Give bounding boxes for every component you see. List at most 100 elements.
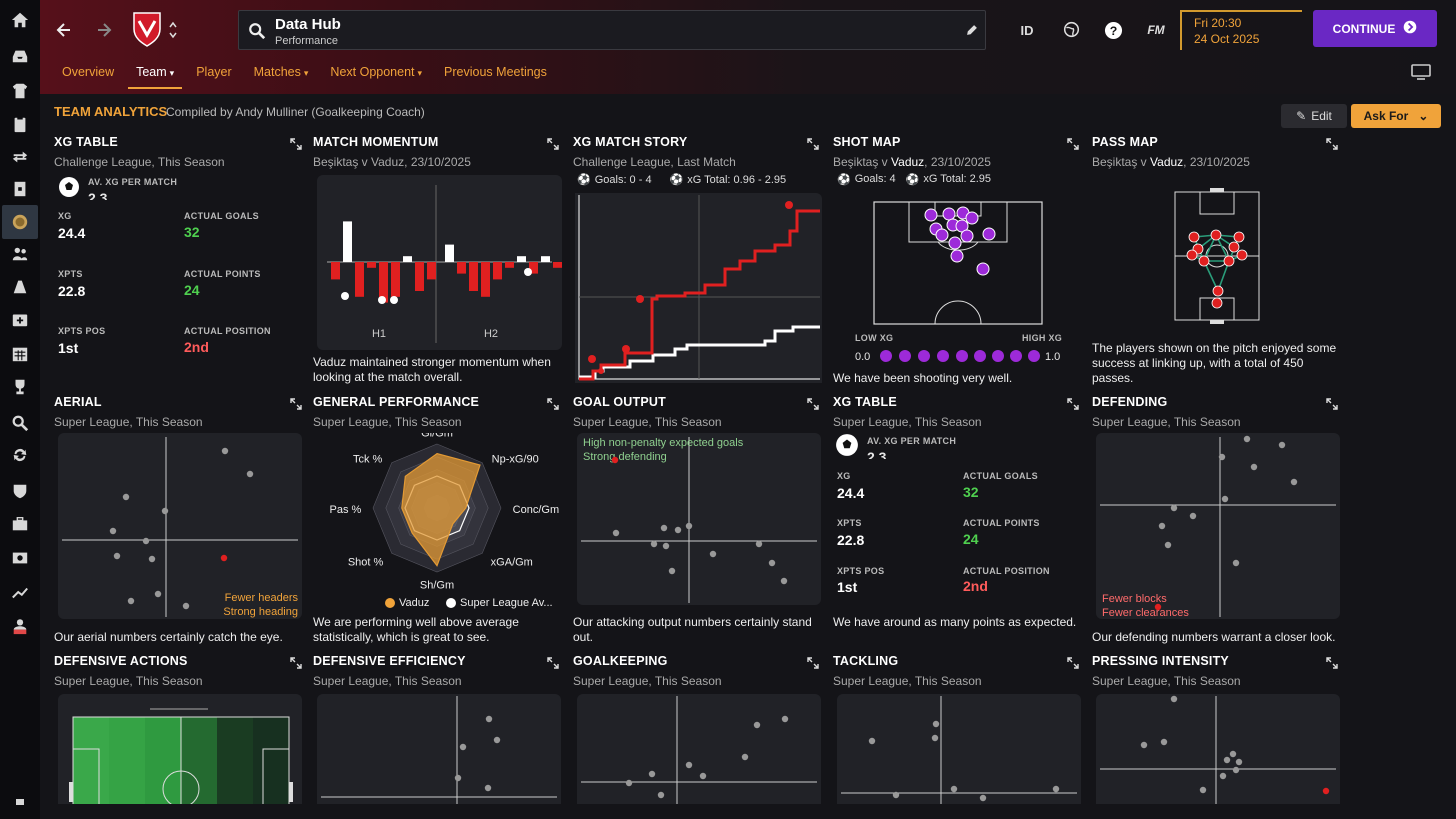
goal-marker — [622, 345, 630, 353]
card-title: MATCH MOMENTUM — [313, 135, 439, 149]
u21-icon[interactable] — [8, 615, 32, 637]
trend-icon[interactable] — [8, 582, 32, 604]
card-title: GENERAL PERFORMANCE — [313, 395, 480, 409]
expand-icon[interactable] — [290, 397, 302, 410]
momentum-bar — [391, 262, 400, 297]
team-points — [625, 715, 789, 799]
shot-map-sub-team: Vaduz — [891, 155, 925, 169]
center-circle — [934, 300, 982, 325]
xg-scale — [879, 349, 1043, 363]
radar-axis-label: Pas % — [330, 504, 362, 516]
shot-marker — [924, 208, 938, 222]
transfer-icon[interactable] — [8, 146, 32, 168]
tactics-icon[interactable] — [8, 178, 32, 200]
ask-for-button[interactable]: Ask For ⌄ — [1351, 104, 1441, 128]
expand-icon[interactable] — [547, 656, 559, 669]
finances-icon[interactable] — [8, 547, 32, 569]
briefcase-icon[interactable] — [8, 513, 32, 535]
id-button[interactable]: ID — [1020, 22, 1034, 38]
expand-icon[interactable] — [807, 397, 819, 410]
expand-icon[interactable] — [547, 397, 559, 410]
monitor-icon[interactable] — [1411, 64, 1431, 80]
card-subtitle: Super League, This Season — [573, 415, 722, 429]
expand-icon[interactable] — [807, 137, 819, 150]
globe-icon[interactable] — [1060, 18, 1082, 40]
search-input[interactable]: Data Hub Performance — [238, 10, 986, 50]
pencil-icon: ✎ — [1296, 109, 1307, 123]
tab-player-label: Player — [196, 65, 232, 79]
expand-icon[interactable] — [1067, 137, 1079, 150]
edit-button[interactable]: ✎ Edit — [1281, 104, 1347, 128]
expand-icon[interactable] — [1067, 397, 1079, 410]
expand-icon[interactable] — [1067, 656, 1079, 669]
team-point — [709, 550, 717, 558]
team-point — [246, 470, 254, 478]
shot-map-sub-pre: Beşiktaş v — [833, 155, 892, 169]
pencil-icon[interactable] — [962, 20, 982, 40]
help-icon[interactable]: ? — [1102, 19, 1124, 41]
expand-icon[interactable] — [807, 656, 819, 669]
inbox-icon[interactable] — [8, 45, 32, 67]
tab-next-opponent[interactable]: Next Opponent ▾ — [322, 62, 430, 89]
team-point — [1189, 512, 1197, 520]
scale-marker — [992, 350, 1004, 362]
training-icon[interactable] — [8, 275, 32, 297]
radar-chart: Gl/Gm Np-xG/90 Conc/Gm xGA/Gm Sh/Gm Shot % Pas… — [313, 427, 563, 593]
home-icon[interactable] — [8, 9, 32, 31]
expand-icon[interactable] — [1326, 397, 1338, 410]
fm-button[interactable]: FM — [1147, 23, 1165, 37]
momentum-bar — [505, 262, 514, 268]
trophy-icon[interactable] — [8, 376, 32, 398]
pass-map-pitch — [1174, 187, 1260, 325]
edit-label: Edit — [1311, 109, 1332, 123]
team-point — [741, 753, 749, 761]
club-switch-icon[interactable] — [166, 16, 180, 44]
tab-previous-meetings-label: Previous Meetings — [444, 65, 547, 79]
team-point — [1052, 785, 1060, 793]
card-subtitle: Super League, This Season — [833, 674, 982, 688]
card-title: PRESSING INTENSITY — [1092, 654, 1229, 668]
radar-svg: Gl/Gm Np-xG/90 Conc/Gm xGA/Gm Sh/Gm Shot % Pas… — [330, 427, 560, 591]
back-arrow-icon[interactable] — [52, 16, 76, 44]
date-display[interactable]: Fri 20:30 24 Oct 2025 — [1180, 10, 1302, 50]
data-hub-icon[interactable] — [2, 205, 38, 239]
continue-button[interactable]: CONTINUE — [1313, 10, 1437, 47]
expand-icon[interactable] — [290, 656, 302, 669]
goal-left — [69, 782, 73, 802]
pressing-scatter — [1096, 694, 1340, 804]
team-point — [668, 567, 676, 575]
expand-icon[interactable] — [290, 137, 302, 150]
expand-icon[interactable] — [1326, 656, 1338, 669]
team-point — [755, 540, 763, 548]
zone — [253, 717, 289, 804]
tab-player[interactable]: Player — [188, 62, 239, 89]
pass-map-sub-post: , 23/10/2025 — [1183, 155, 1250, 169]
club-icon[interactable] — [8, 480, 32, 502]
tab-team[interactable]: Team ▾ — [128, 62, 183, 89]
scouting-icon[interactable] — [8, 412, 32, 434]
momentum-bar — [427, 262, 436, 280]
collapse-icon[interactable] — [8, 795, 32, 809]
h2-label: H2 — [484, 328, 498, 340]
xg-scale-svg — [880, 350, 1040, 362]
tab-previous-meetings[interactable]: Previous Meetings — [436, 62, 555, 89]
refresh-icon[interactable] — [8, 444, 32, 466]
shot-marker — [976, 262, 990, 276]
chevron-down-icon: ⌄ — [1418, 109, 1429, 123]
card-match-momentum: MATCH MOMENTUM Beşiktaş v Vaduz, 23/10/2… — [313, 135, 563, 390]
tab-matches[interactable]: Matches ▾ — [246, 62, 317, 89]
expand-icon[interactable] — [547, 137, 559, 150]
medical-icon[interactable] — [8, 308, 32, 330]
schedule-icon[interactable] — [8, 343, 32, 365]
clipboard-icon[interactable] — [8, 113, 32, 135]
defending-scatter: Fewer blocks Fewer clearances — [1096, 433, 1340, 619]
team-point — [122, 493, 130, 501]
expand-icon[interactable] — [1326, 137, 1338, 150]
team-point — [931, 734, 939, 742]
team-point — [1243, 435, 1251, 443]
club-badge-logo[interactable] — [132, 10, 162, 48]
staff-icon[interactable] — [8, 243, 32, 265]
forward-arrow-icon[interactable] — [92, 16, 116, 44]
squad-icon[interactable] — [8, 80, 32, 102]
tab-overview[interactable]: Overview — [54, 62, 122, 89]
